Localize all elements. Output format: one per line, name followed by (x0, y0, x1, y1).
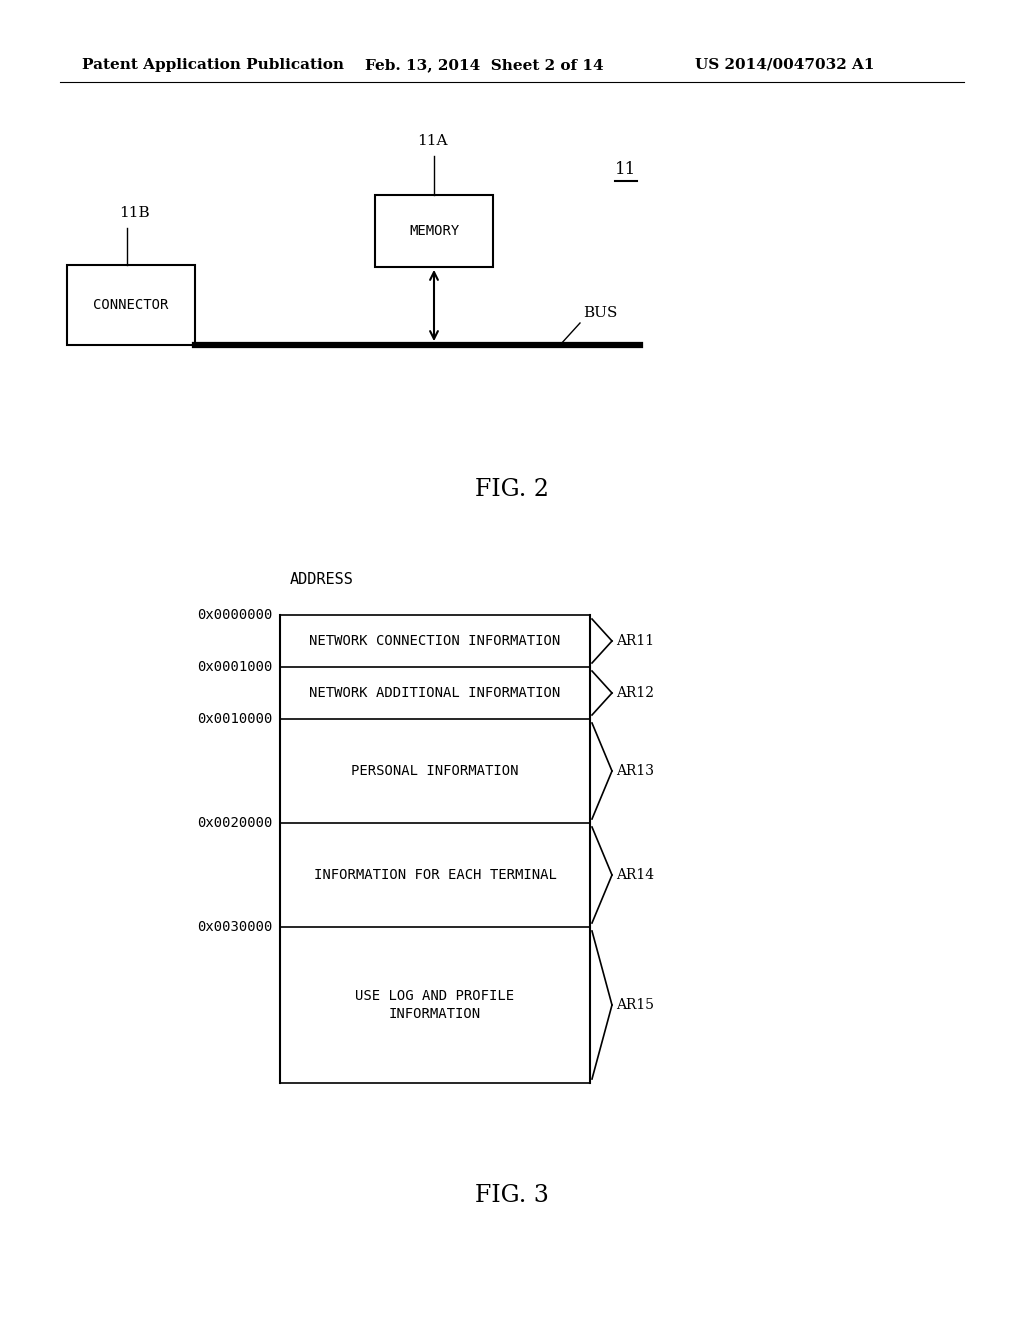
Text: FIG. 3: FIG. 3 (475, 1184, 549, 1206)
Text: 0x0010000: 0x0010000 (197, 711, 272, 726)
Text: 0x0020000: 0x0020000 (197, 816, 272, 830)
Text: 11: 11 (615, 161, 636, 178)
Text: NETWORK ADDITIONAL INFORMATION: NETWORK ADDITIONAL INFORMATION (309, 686, 560, 700)
Text: PERSONAL INFORMATION: PERSONAL INFORMATION (351, 764, 519, 777)
Text: INFORMATION FOR EACH TERMINAL: INFORMATION FOR EACH TERMINAL (313, 869, 556, 882)
Text: FIG. 2: FIG. 2 (475, 479, 549, 502)
Text: ADDRESS: ADDRESS (290, 572, 354, 587)
Text: AR12: AR12 (616, 686, 654, 700)
Text: Patent Application Publication: Patent Application Publication (82, 58, 344, 73)
Text: US 2014/0047032 A1: US 2014/0047032 A1 (695, 58, 874, 73)
Text: NETWORK CONNECTION INFORMATION: NETWORK CONNECTION INFORMATION (309, 634, 560, 648)
Bar (67, 265, 195, 345)
Text: AR11: AR11 (616, 634, 654, 648)
Text: 11A: 11A (417, 135, 447, 148)
Text: AR13: AR13 (616, 764, 654, 777)
Text: AR14: AR14 (616, 869, 654, 882)
Text: USE LOG AND PROFILE
INFORMATION: USE LOG AND PROFILE INFORMATION (355, 989, 515, 1022)
Text: AR15: AR15 (616, 998, 654, 1012)
Text: 0x0001000: 0x0001000 (197, 660, 272, 675)
Text: Feb. 13, 2014  Sheet 2 of 14: Feb. 13, 2014 Sheet 2 of 14 (365, 58, 603, 73)
Text: BUS: BUS (583, 306, 617, 319)
Text: 0x0000000: 0x0000000 (197, 609, 272, 622)
Text: 11B: 11B (119, 206, 150, 220)
Bar (375, 195, 493, 267)
Text: MEMORY: MEMORY (409, 224, 459, 238)
Text: 0x0030000: 0x0030000 (197, 920, 272, 935)
Text: CONNECTOR: CONNECTOR (93, 298, 169, 312)
